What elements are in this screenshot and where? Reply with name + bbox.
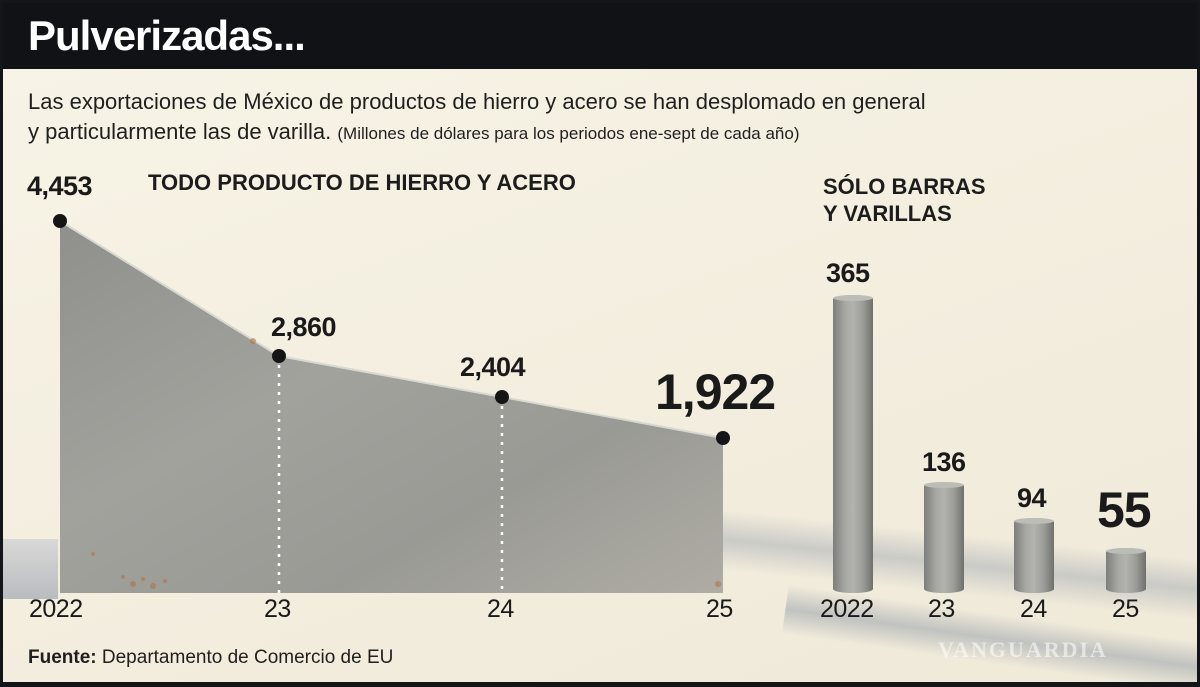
bar-value-24: 94 bbox=[1017, 483, 1047, 513]
data-point-25 bbox=[716, 431, 730, 445]
bar-value-2022: 365 bbox=[826, 258, 870, 288]
value-label-2022: 4,453 bbox=[27, 171, 93, 201]
x-label-24: 24 bbox=[487, 595, 514, 623]
right-chart-title-line-1: SÓLO BARRAS bbox=[823, 174, 986, 199]
area-top-edge bbox=[59, 220, 724, 439]
chart-panel: Las exportaciones de México de productos… bbox=[3, 69, 1197, 682]
source-text: Departamento de Comercio de EU bbox=[101, 647, 394, 668]
description-line-2: y particularmente las de varilla. bbox=[28, 119, 332, 144]
source-label: Fuente: bbox=[28, 647, 97, 668]
x-label-2022: 2022 bbox=[29, 595, 83, 623]
source-note: Fuente: Departamento de Comercio de EU bbox=[28, 647, 393, 669]
right-chart-title: SÓLO BARRAS Y VARILLAS bbox=[823, 173, 986, 227]
x-label-23: 23 bbox=[264, 595, 291, 623]
units-note: (Millones de dólares para los periodos e… bbox=[337, 124, 800, 143]
bar-x-label-25: 25 bbox=[1112, 595, 1139, 623]
bar-23 bbox=[924, 482, 964, 593]
bar-value-23: 136 bbox=[922, 447, 966, 477]
rust-specks bbox=[91, 338, 721, 589]
bar-24 bbox=[1014, 518, 1054, 593]
decorative-shadow bbox=[3, 539, 58, 599]
bar-x-label-2022: 2022 bbox=[820, 595, 874, 623]
data-point-2022 bbox=[53, 214, 67, 228]
bar-2022 bbox=[833, 295, 873, 593]
page-title: Pulverizadas... bbox=[28, 12, 306, 59]
watermark: VANGUARDIA bbox=[938, 637, 1108, 662]
bar-x-label-23: 23 bbox=[928, 595, 955, 623]
data-point-23 bbox=[272, 349, 286, 363]
steel-area-chart bbox=[53, 214, 730, 593]
value-label-25: 1,922 bbox=[655, 364, 776, 420]
x-label-25: 25 bbox=[706, 595, 733, 623]
data-point-24 bbox=[495, 390, 509, 404]
chart-description: Las exportaciones de México de productos… bbox=[28, 87, 1178, 149]
value-label-23: 2,860 bbox=[271, 312, 337, 342]
right-chart-title-line-2: Y VARILLAS bbox=[823, 201, 952, 226]
header-bar: Pulverizadas... bbox=[3, 3, 1197, 69]
value-label-24: 2,404 bbox=[460, 352, 526, 382]
left-chart-title: TODO PRODUCTO DE HIERRO Y ACERO bbox=[148, 170, 576, 195]
description-line-1: Las exportaciones de México de productos… bbox=[28, 89, 926, 114]
bar-x-label-24: 24 bbox=[1020, 595, 1047, 623]
bar-value-25: 55 bbox=[1097, 482, 1152, 538]
area-fill bbox=[60, 221, 723, 593]
bar-25 bbox=[1106, 548, 1146, 593]
